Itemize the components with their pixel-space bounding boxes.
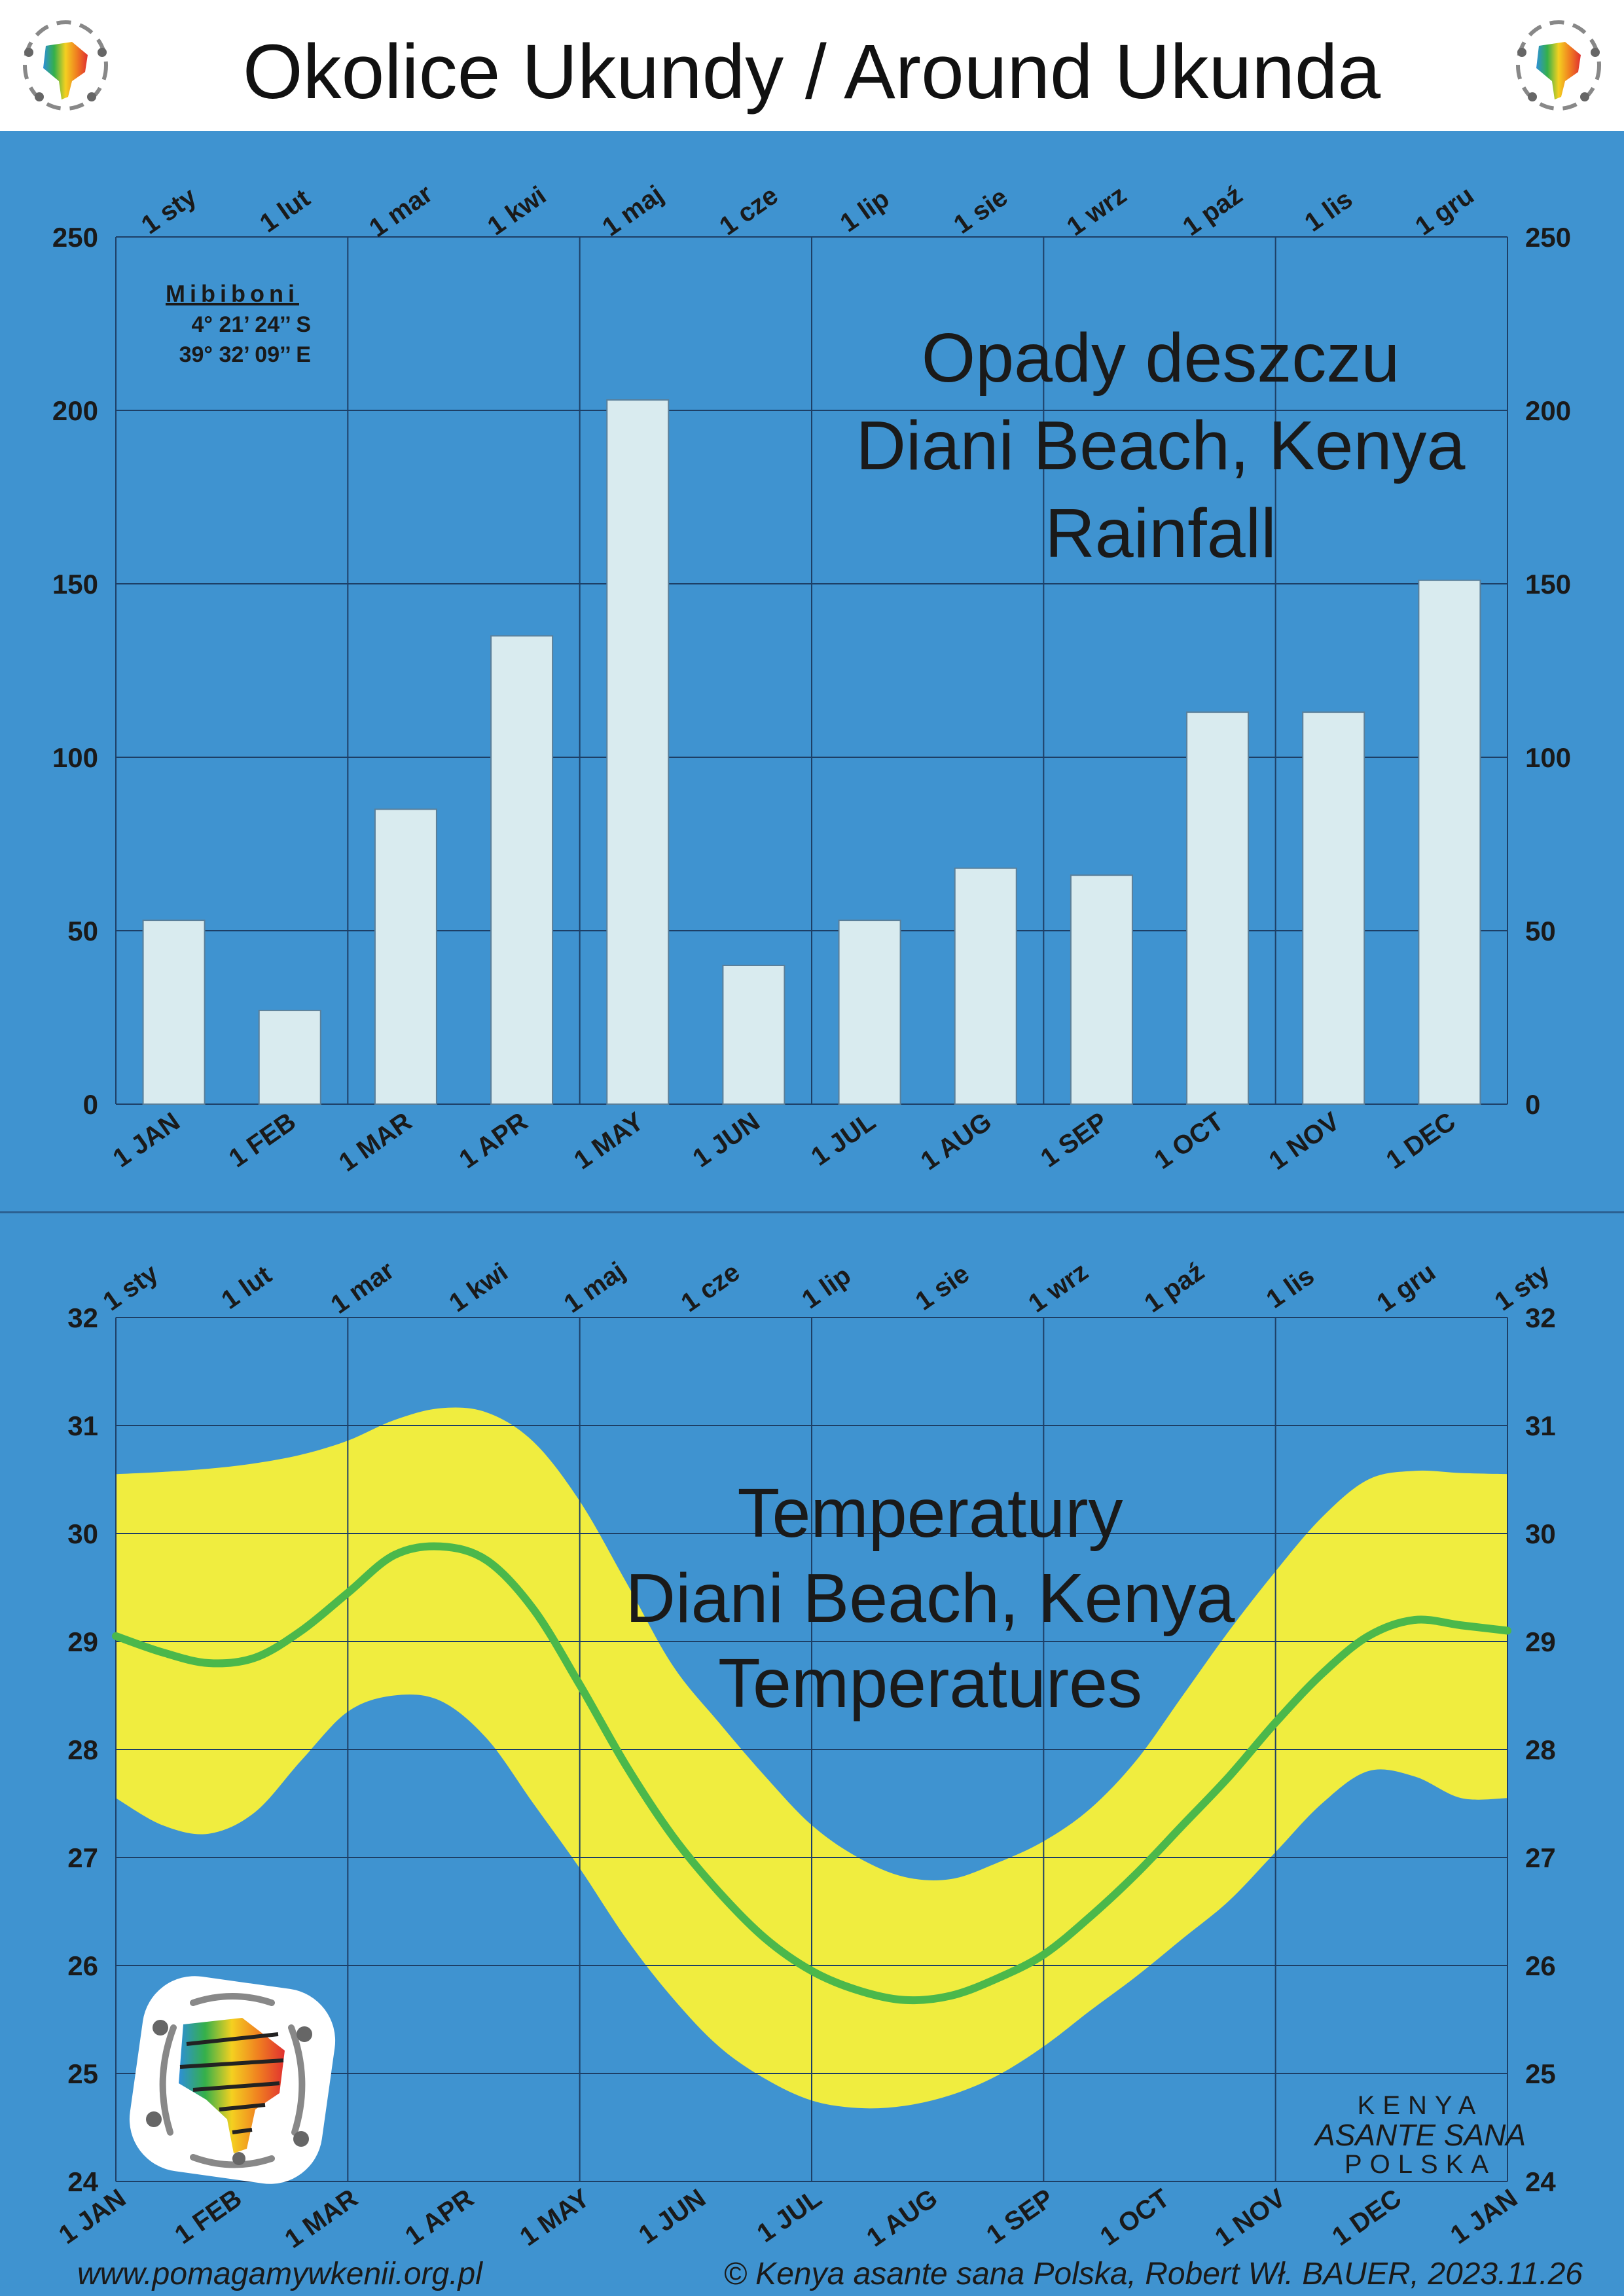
rainfall-y-tick-right: 50 bbox=[1525, 916, 1556, 946]
temperature-y-tick-right: 24 bbox=[1525, 2166, 1556, 2197]
temperature-y-tick-right: 31 bbox=[1525, 1410, 1556, 1441]
temperature-y-tick-right: 30 bbox=[1525, 1518, 1556, 1549]
rainfall-grid bbox=[115, 236, 1508, 1105]
temperature-y-tick-right: 26 bbox=[1525, 1950, 1556, 1981]
temperature-y-tick-left: 29 bbox=[67, 1626, 98, 1657]
station-info: Mibiboni 4° 21’ 24’’ S 39° 32’ 09’’ E bbox=[166, 280, 311, 367]
rainfall-bar-12 bbox=[1418, 579, 1481, 1105]
temperature-y-axis-left: 24 25 26 27 28 29 30 31 32 bbox=[67, 1302, 98, 2197]
page-title: Okolice Ukundy / Around Ukunda bbox=[243, 29, 1381, 115]
footer-website: www.pomagamywkenii.org.pl bbox=[77, 2257, 483, 2291]
rainfall-bar-11 bbox=[1302, 711, 1365, 1105]
temperature-mean-line bbox=[112, 1542, 1511, 2005]
temperature-title: Temperatury bbox=[737, 1475, 1123, 1552]
rainfall-y-tick-right: 150 bbox=[1525, 569, 1571, 600]
temperature-y-tick-right: 29 bbox=[1525, 1626, 1556, 1657]
temperature-y-tick-left: 24 bbox=[67, 2166, 98, 2197]
rainfall-y-tick-left: 100 bbox=[52, 742, 98, 773]
rainfall-y-tick-left: 50 bbox=[67, 916, 98, 946]
temperature-y-tick-right: 27 bbox=[1525, 1842, 1556, 1873]
header-bar bbox=[0, 0, 1624, 131]
rainfall-bar-7 bbox=[838, 920, 901, 1105]
station-longitude: 39° 32’ 09’’ E bbox=[179, 342, 311, 367]
temperature-subtitle: Diani Beach, Kenya bbox=[625, 1560, 1235, 1637]
temperature-grid bbox=[115, 1317, 1508, 2182]
rainfall-y-tick-right: 100 bbox=[1525, 742, 1571, 773]
brand-line-2: ASANTE SANA bbox=[1313, 2118, 1526, 2152]
rainfall-y-tick-right: 200 bbox=[1525, 395, 1571, 426]
rainfall-title-en: Rainfall bbox=[1045, 495, 1276, 572]
temperature-range-band bbox=[116, 1407, 1507, 2109]
rainfall-y-tick-left: 250 bbox=[52, 222, 98, 253]
rainfall-y-tick-left: 0 bbox=[83, 1089, 98, 1120]
temperature-title-en: Temperatures bbox=[718, 1645, 1142, 1722]
rainfall-y-tick-left: 150 bbox=[52, 569, 98, 600]
temperature-y-tick-left: 31 bbox=[67, 1410, 98, 1441]
brand-block: KENYA ASANTE SANA POLSKA bbox=[1313, 2091, 1526, 2179]
rainfall-bars bbox=[142, 399, 1481, 1105]
rainfall-y-tick-left: 200 bbox=[52, 395, 98, 426]
temperature-y-tick-left: 32 bbox=[67, 1302, 98, 1333]
station-name: Mibiboni bbox=[166, 280, 299, 307]
rainfall-bar-9 bbox=[1070, 874, 1133, 1105]
rainfall-y-axis-left: 0 50 100 150 200 250 bbox=[52, 222, 98, 1120]
logo-right-icon bbox=[1516, 20, 1601, 111]
temperature-y-tick-left: 27 bbox=[67, 1842, 98, 1873]
rainfall-bar-1 bbox=[142, 920, 206, 1105]
rainfall-y-tick-right: 250 bbox=[1525, 222, 1571, 253]
temperature-y-tick-right: 32 bbox=[1525, 1302, 1556, 1333]
rainfall-bar-3 bbox=[374, 808, 437, 1105]
temperature-y-tick-left: 26 bbox=[67, 1950, 98, 1981]
rainfall-bar-8 bbox=[954, 867, 1017, 1105]
africa-logo-icon bbox=[129, 1976, 336, 2184]
rainfall-bar-5 bbox=[606, 399, 670, 1105]
rainfall-bar-4 bbox=[490, 635, 554, 1105]
rainfall-bar-2 bbox=[258, 1009, 321, 1105]
temperature-title-block: Temperatury Diani Beach, Kenya Temperatu… bbox=[625, 1475, 1235, 1722]
temperature-y-tick-right: 28 bbox=[1525, 1734, 1556, 1765]
temperature-y-tick-left: 30 bbox=[67, 1518, 98, 1549]
rainfall-y-axis-right: 0 50 100 150 200 250 bbox=[1525, 222, 1571, 1120]
rainfall-bar-10 bbox=[1186, 711, 1250, 1105]
brand-line-3: POLSKA bbox=[1344, 2150, 1496, 2179]
rainfall-bar-6 bbox=[722, 965, 785, 1105]
footer-copyright: © Kenya asante sana Polska, Robert Wł. B… bbox=[723, 2257, 1583, 2291]
temperature-y-tick-left: 28 bbox=[67, 1734, 98, 1765]
temperature-y-tick-right: 25 bbox=[1525, 2058, 1556, 2089]
brand-line-1: KENYA bbox=[1358, 2091, 1484, 2120]
rainfall-title: Opady deszczu bbox=[922, 319, 1400, 397]
rainfall-title-block: Opady deszczu Diani Beach, Kenya Rainfal… bbox=[856, 319, 1465, 572]
temperature-y-axis-right: 24 25 26 27 28 29 30 31 32 bbox=[1525, 1302, 1556, 2197]
rainfall-subtitle: Diani Beach, Kenya bbox=[856, 407, 1465, 484]
station-latitude: 4° 21’ 24’’ S bbox=[192, 312, 311, 337]
rainfall-y-tick-right: 0 bbox=[1525, 1089, 1540, 1120]
temperature-y-tick-left: 25 bbox=[67, 2058, 98, 2089]
logo-left-icon bbox=[23, 20, 108, 111]
